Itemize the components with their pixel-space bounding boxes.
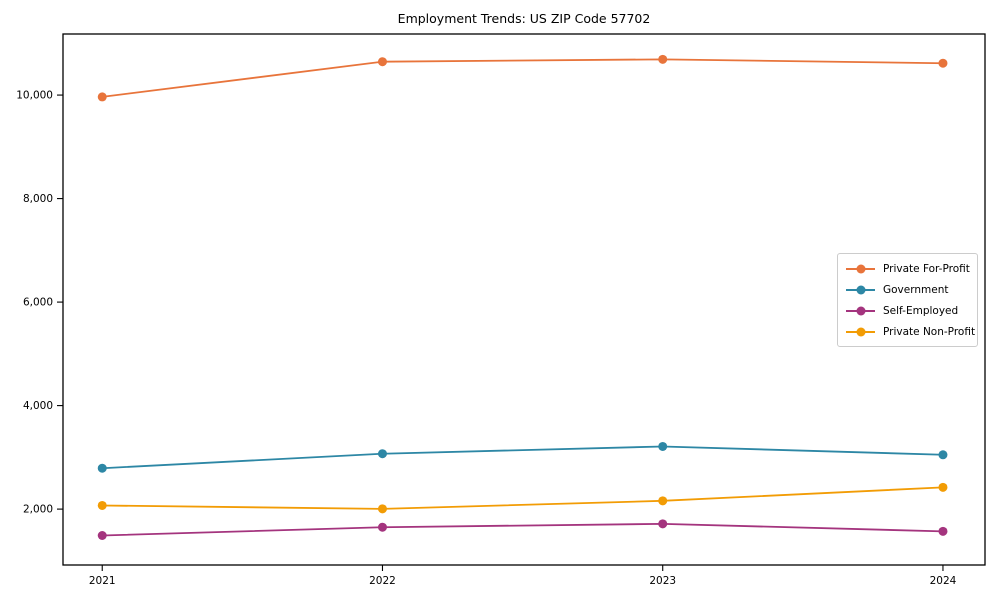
- series-line-self-employed: [102, 522, 943, 537]
- series-line-private-for-profit: [102, 58, 943, 98]
- x-tick-label: 2022: [369, 575, 396, 587]
- series-line-government: [102, 445, 943, 470]
- legend-dot-icon: [856, 327, 865, 336]
- series-marker-private-for-profit: [938, 58, 948, 68]
- legend-item-private-non-profit: Private Non-Profit: [846, 323, 975, 340]
- y-tick-label: 6,000: [23, 297, 53, 309]
- x-tick-label: 2021: [89, 575, 116, 587]
- chart-title: Employment Trends: US ZIP Code 57702: [397, 11, 651, 26]
- legend-dot-icon: [856, 285, 865, 294]
- series-marker-private-non-profit: [938, 482, 948, 492]
- series-line-private-non-profit: [102, 486, 944, 510]
- series-marker-private-for-profit: [97, 92, 107, 102]
- series-marker-self-employed: [377, 522, 387, 532]
- plot-border: [62, 33, 986, 566]
- legend-line-icon: [846, 327, 875, 336]
- legend-label: Private Non-Profit: [883, 325, 976, 338]
- series-marker-self-employed: [658, 519, 668, 529]
- series-marker-private-non-profit: [658, 496, 668, 506]
- series-marker-government: [377, 449, 387, 459]
- y-tick-label: 4,000: [23, 400, 53, 412]
- series-marker-private-non-profit: [97, 500, 107, 510]
- legend-label: Private For-Profit: [883, 262, 970, 275]
- series-marker-government: [938, 450, 948, 460]
- legend: Private For-Profit Government Self-Employe…: [837, 253, 978, 347]
- series-marker-self-employed: [97, 531, 107, 540]
- x-tick-label: 2023: [649, 575, 676, 587]
- y-tick-label: 10,000: [16, 90, 53, 102]
- series-marker-private-for-profit: [377, 57, 387, 67]
- legend-line-icon: [846, 306, 875, 315]
- legend-dot-icon: [856, 306, 865, 315]
- series-marker-government: [658, 441, 668, 451]
- y-tick-label: 2,000: [23, 504, 53, 516]
- legend-item-government: Government: [846, 281, 969, 298]
- y-tick-label: 8,000: [23, 193, 53, 205]
- legend-item-self-employed: Self-Employed: [846, 302, 969, 319]
- series-marker-self-employed: [938, 526, 948, 536]
- legend-line-icon: [846, 264, 875, 273]
- series-marker-private-for-profit: [658, 54, 668, 64]
- legend-label: Self-Employed: [883, 304, 959, 317]
- legend-dot-icon: [856, 264, 865, 273]
- legend-line-icon: [846, 285, 875, 294]
- legend-label: Government: [883, 283, 949, 296]
- series-marker-government: [97, 463, 107, 473]
- legend-item-private-for-profit: Private For-Profit: [846, 260, 970, 277]
- series-marker-private-non-profit: [377, 504, 387, 514]
- x-tick-label: 2024: [930, 575, 957, 587]
